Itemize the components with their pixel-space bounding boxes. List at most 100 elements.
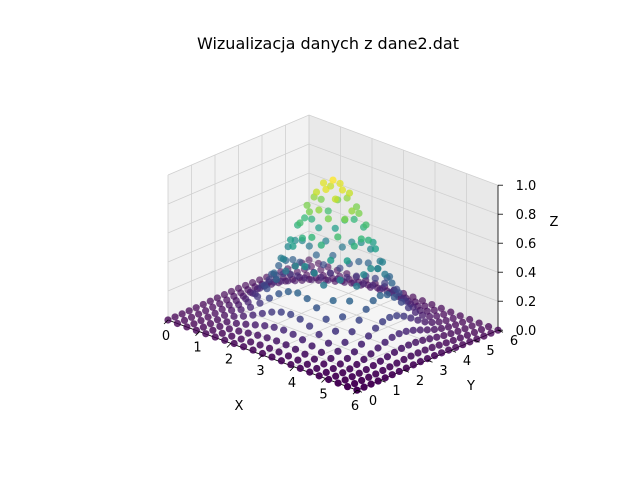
data-point <box>277 357 285 365</box>
data-point <box>477 325 486 334</box>
data-point <box>369 361 377 370</box>
data-point <box>454 327 462 335</box>
data-point <box>343 383 352 391</box>
data-point <box>414 349 422 357</box>
data-point <box>456 312 464 320</box>
data-point <box>275 348 283 356</box>
data-point <box>247 338 255 346</box>
data-point <box>362 305 370 313</box>
data-point <box>324 339 333 347</box>
data-point <box>230 312 238 320</box>
data-point <box>298 336 307 344</box>
data-point <box>334 233 342 241</box>
data-point <box>355 369 363 377</box>
data-point <box>327 256 335 264</box>
data-point <box>357 340 366 348</box>
data-point <box>378 258 387 266</box>
data-point <box>426 312 434 321</box>
y-tick-label: 6 <box>510 334 518 349</box>
y-tick-label: 0 <box>369 394 377 409</box>
data-point <box>251 321 259 329</box>
data-point <box>444 323 453 331</box>
data-point <box>428 343 436 352</box>
data-point <box>371 274 379 282</box>
data-point <box>329 296 337 305</box>
data-point <box>204 313 212 321</box>
data-point <box>206 297 214 305</box>
data-point <box>440 331 448 340</box>
data-point <box>221 336 229 344</box>
z-ticks: 0.0 0.2 0.4 0.6 0.8 1.0 <box>498 179 536 339</box>
data-point <box>433 312 441 320</box>
data-point <box>284 277 292 285</box>
data-point <box>407 352 415 360</box>
data-point <box>334 347 342 355</box>
data-point <box>308 342 316 350</box>
data-point <box>197 316 205 325</box>
data-point <box>308 233 316 241</box>
data-point <box>359 280 368 288</box>
data-point <box>287 310 295 318</box>
data-points <box>164 176 502 394</box>
data-point <box>199 323 207 331</box>
data-point <box>296 219 304 227</box>
data-point <box>435 341 443 349</box>
data-point <box>284 287 292 296</box>
data-point <box>223 318 231 326</box>
data-point <box>381 374 389 382</box>
x-tick <box>226 343 232 348</box>
data-point <box>336 360 344 368</box>
z-axis-label: Z <box>550 215 559 230</box>
data-point <box>374 344 382 352</box>
gridline <box>167 114 499 186</box>
data-point <box>268 353 276 361</box>
y-tick <box>380 379 386 383</box>
x-tick-label: 6 <box>351 399 359 414</box>
data-point <box>303 295 311 303</box>
data-point <box>306 322 314 330</box>
data-point <box>254 331 262 339</box>
data-point <box>218 329 226 337</box>
data-point <box>239 312 248 320</box>
data-point <box>322 315 330 323</box>
data-point <box>324 207 332 215</box>
data-point <box>211 333 219 341</box>
data-point <box>487 329 495 337</box>
data-point <box>451 321 460 329</box>
data-point <box>216 322 224 331</box>
data-point <box>376 357 384 365</box>
data-point <box>261 322 269 330</box>
data-point <box>430 352 439 360</box>
data-point <box>202 330 210 338</box>
data-point <box>466 338 474 346</box>
data-point <box>331 195 339 203</box>
data-point <box>331 327 340 335</box>
data-point <box>213 294 221 302</box>
data-point <box>284 352 293 360</box>
data-point <box>192 326 200 334</box>
data-point <box>360 383 368 391</box>
z-tick-label: 0.2 <box>516 295 537 310</box>
data-point <box>393 312 401 320</box>
data-point <box>301 350 309 358</box>
gridline <box>167 230 499 302</box>
data-point <box>319 179 328 187</box>
data-point <box>307 276 316 284</box>
data-point <box>296 364 304 372</box>
data-point <box>350 215 358 223</box>
data-point <box>480 332 488 340</box>
data-point <box>312 251 320 259</box>
data-point <box>291 262 299 270</box>
data-point <box>327 354 335 363</box>
data-point <box>341 376 349 384</box>
data-point <box>395 367 403 376</box>
data-point <box>374 377 382 385</box>
data-point <box>249 311 257 319</box>
data-point <box>310 355 318 363</box>
data-point <box>352 203 361 211</box>
data-point <box>300 274 309 282</box>
data-point <box>367 350 375 358</box>
data-point <box>240 343 248 351</box>
z-tick-label: 0.6 <box>516 237 537 252</box>
